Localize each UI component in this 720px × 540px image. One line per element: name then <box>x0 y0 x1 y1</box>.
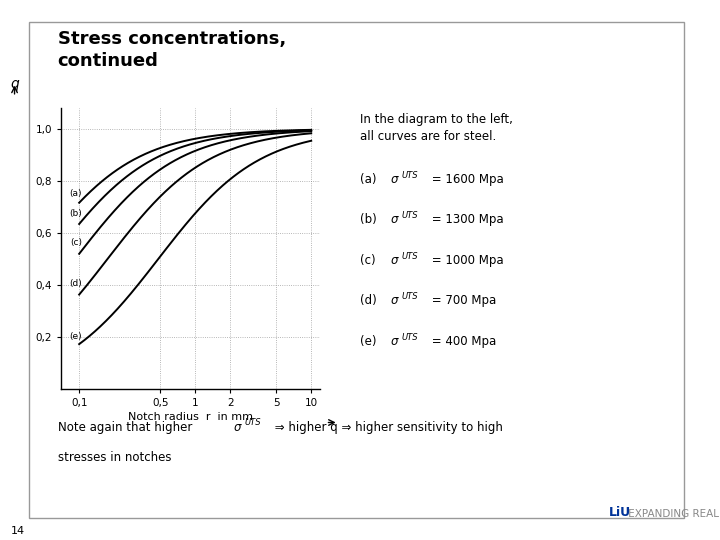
Text: UTS: UTS <box>402 171 418 180</box>
Text: UTS: UTS <box>402 333 418 342</box>
Text: σ: σ <box>390 294 397 307</box>
Text: UTS: UTS <box>402 211 418 220</box>
Text: (d): (d) <box>360 294 380 307</box>
Text: (a): (a) <box>69 189 82 198</box>
Text: UTS: UTS <box>402 252 418 261</box>
Text: EXPANDING REALITY: EXPANDING REALITY <box>625 509 720 519</box>
Text: q: q <box>10 77 19 91</box>
Text: Note again that higher: Note again that higher <box>58 421 196 434</box>
Text: (c): (c) <box>70 238 82 247</box>
Text: (d): (d) <box>69 279 82 288</box>
Text: LiU: LiU <box>608 507 631 519</box>
Text: In the diagram to the left,
all curves are for steel.: In the diagram to the left, all curves a… <box>360 113 513 144</box>
Text: ⇒ higher q ⇒ higher sensitivity to high: ⇒ higher q ⇒ higher sensitivity to high <box>271 421 503 434</box>
Text: (e): (e) <box>69 333 82 341</box>
Text: σ: σ <box>390 213 397 226</box>
Text: = 700 Mpa: = 700 Mpa <box>428 294 497 307</box>
Text: (b): (b) <box>69 209 82 218</box>
Text: σ: σ <box>390 173 397 186</box>
Text: Stress concentrations,
continued: Stress concentrations, continued <box>58 30 286 70</box>
Text: UTS: UTS <box>402 292 418 301</box>
FancyBboxPatch shape <box>29 22 684 518</box>
Text: (c): (c) <box>360 254 379 267</box>
Text: (b): (b) <box>360 213 380 226</box>
Text: 14: 14 <box>11 525 25 536</box>
Text: σ: σ <box>390 335 397 348</box>
Text: = 1600 Mpa: = 1600 Mpa <box>428 173 504 186</box>
Text: (e): (e) <box>360 335 380 348</box>
Text: stresses in notches: stresses in notches <box>58 451 171 464</box>
Text: (a): (a) <box>360 173 380 186</box>
X-axis label: Notch radius  r  in mm: Notch radius r in mm <box>128 412 253 422</box>
Text: = 400 Mpa: = 400 Mpa <box>428 335 497 348</box>
Text: = 1000 Mpa: = 1000 Mpa <box>428 254 504 267</box>
Text: σ: σ <box>234 421 241 434</box>
Text: = 1300 Mpa: = 1300 Mpa <box>428 213 504 226</box>
Text: UTS: UTS <box>245 418 261 427</box>
Text: σ: σ <box>390 254 397 267</box>
